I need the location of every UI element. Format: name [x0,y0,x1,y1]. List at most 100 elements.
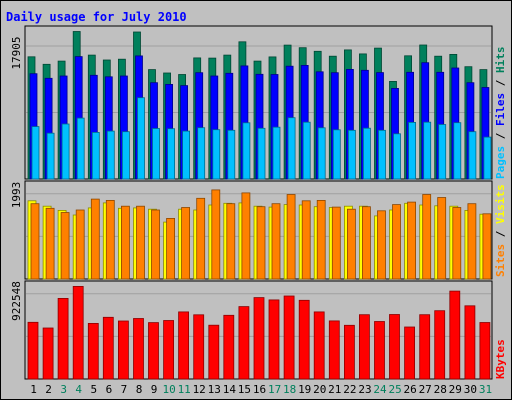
sites-bar [151,209,160,280]
kbytes-bar [163,320,175,380]
chart-title: Daily usage for July 2010 [6,10,187,24]
pages-bar [76,117,85,180]
sites-bar [166,217,176,280]
sites-bar [422,194,432,280]
day-label: 20 [313,383,326,396]
sites-bar [361,206,371,280]
day-label: 8 [136,383,143,396]
sites-bar [346,208,356,280]
legend-hits: Hits [494,47,507,74]
sites-bar [136,205,145,280]
sites-bar [331,206,341,280]
pages-bar [257,127,266,180]
day-label: 14 [223,383,237,396]
legend-pages: Pages [494,146,507,179]
visits-panel [24,180,493,280]
kbytes-bar [343,324,355,380]
day-label: 5 [90,383,97,396]
pages-bar [61,123,70,180]
hits-legend: Pages / Files / Hits [494,47,507,180]
day-label: 11 [178,383,191,396]
sites-bar [196,197,206,280]
sites-bar [377,210,386,280]
day-label: 28 [434,383,447,396]
kbytes-bar [298,299,310,380]
sites-bar [226,203,236,280]
day-label: 27 [419,383,432,396]
day-label: 26 [403,383,416,396]
pages-bar [362,127,371,180]
legend-sites: Sites [494,244,507,277]
legend-kbytes: KBytes [494,339,507,379]
sites-bar [60,212,70,280]
sites-bar [181,207,191,280]
kbytes-bar [328,320,340,380]
sites-bar [45,207,55,280]
visits-ymax-label: 1993 [10,182,23,209]
day-label: 31 [479,383,492,396]
pages-bar [31,126,40,180]
sites-bar [271,203,281,280]
sites-bar [392,204,401,280]
day-label: 15 [238,383,251,396]
kbytes-bar [57,297,69,380]
kbytes-bar [358,314,370,380]
sites-visits-bars [27,189,492,280]
pages-bar [317,127,326,180]
pages-bar [438,124,447,180]
pages-bar [46,132,55,180]
hits-panel [24,25,493,180]
kbytes-bars [27,285,491,380]
sites-bar [467,203,477,280]
day-label: 9 [151,383,158,396]
pages-bar [152,128,160,180]
kbytes-bar [238,306,250,380]
pages-bar [423,121,432,180]
pages-bar [468,131,477,180]
day-label: 30 [464,383,477,396]
sites-bar [482,213,492,280]
kbytes-bar [313,311,325,380]
kbytes-bar [374,321,385,380]
kbytes-bar [449,290,461,380]
day-label: 21 [328,383,341,396]
kbytes-bar [118,320,129,380]
kbytes-bar [253,297,265,380]
kbytes-bar [404,326,416,380]
kbytes-bar [434,310,446,380]
legend-visits: Visits [494,184,507,224]
sites-bar [75,209,85,280]
kbytes-bar [42,327,54,380]
sites-bar [241,192,251,280]
visits-legend: Sites / Visits [494,184,507,277]
day-label: 12 [193,383,206,396]
day-label: 1 [30,383,37,396]
day-label: 24 [373,383,387,396]
day-label: 22 [343,383,356,396]
pages-bar [393,133,401,180]
day-label: 18 [283,383,296,396]
legend-files: Files [494,93,507,126]
day-axis-labels: 1 2 3 4 5 6 7 8 9 10 11 12 13 14 15 16 17 18 19 20 21 22 23 24 2… [30,383,492,396]
hits-files-pages-bars [27,31,492,180]
pages-bar [408,122,417,180]
day-label: 19 [298,383,311,396]
pages-bar [242,122,251,180]
kbytes-bar [193,314,205,380]
sites-bar [121,205,130,280]
legend-text: KBytes [494,339,507,379]
kbytes-bar [178,311,190,380]
kbytes-ymax-label: 922548 [10,281,23,321]
kbytes-bar [464,305,476,380]
kbytes-bar [27,321,39,380]
pages-bar [91,131,100,180]
kbytes-bar [283,295,295,380]
kbytes-bar [87,322,99,380]
kbytes-bar [72,285,84,380]
pages-bar [197,127,206,180]
kbytes-bar [419,314,431,380]
day-label: 6 [106,383,113,396]
kbytes-panel [24,280,493,380]
